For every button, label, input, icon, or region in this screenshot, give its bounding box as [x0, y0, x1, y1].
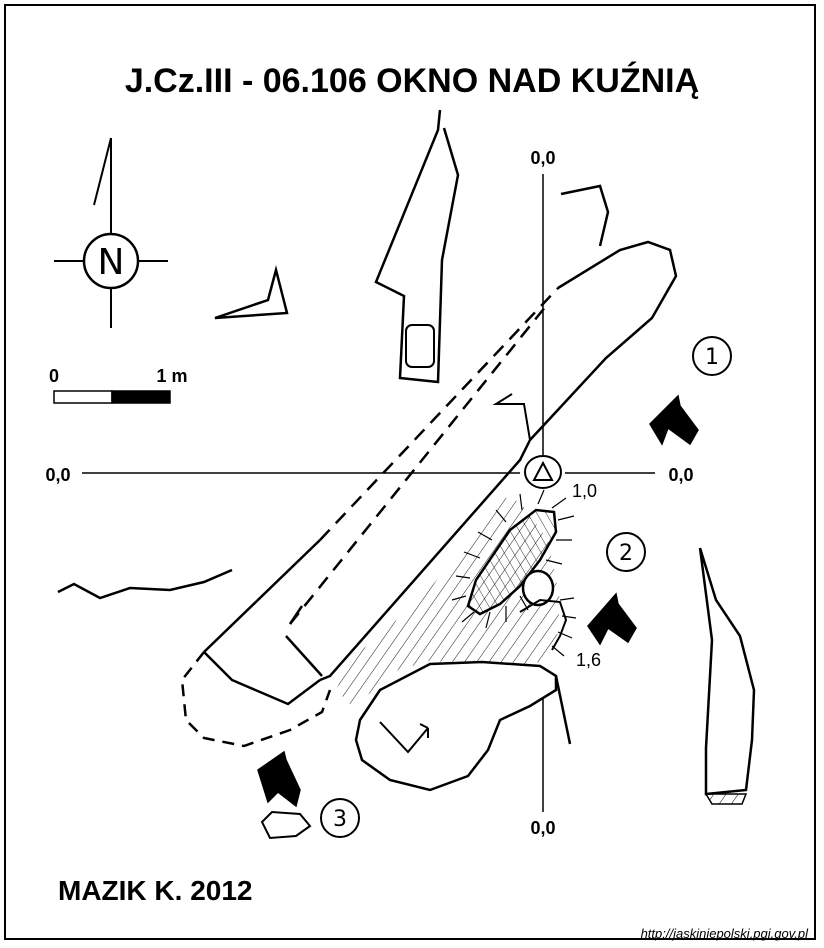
depth-label-2: 1,6 — [576, 650, 601, 670]
cliff-profile-top — [374, 109, 460, 384]
entrance-number-2: 2 — [619, 541, 633, 566]
cave-passage — [180, 240, 678, 748]
outer-wall-line — [57, 568, 233, 600]
depth-label-1: 1,0 — [572, 481, 597, 501]
author-credit: MAZIK K. 2012 — [58, 875, 253, 906]
scale-start-label: 0 — [49, 366, 59, 386]
scale-end-label: 1 m — [156, 366, 187, 386]
entrance-arrow-icon-3 — [257, 750, 301, 808]
entrance-number-1: 1 — [705, 345, 719, 370]
entrance-marker-3: 3 — [320, 798, 360, 838]
axis-label-left: 0,0 — [45, 465, 70, 485]
entrance-arrow-icon-1 — [649, 394, 699, 446]
small-rock-outline — [260, 810, 312, 840]
reference-axes — [82, 174, 655, 812]
cliff-profile-right — [698, 547, 756, 805]
axis-label-top: 0,0 — [530, 148, 555, 168]
lower-chamber — [354, 660, 572, 792]
map-title: J.Cz.III - 06.106 OKNO NAD KUŹNIĄ — [125, 62, 699, 100]
wall-outline — [560, 184, 610, 247]
entrance-arrow-icon-2 — [587, 592, 637, 646]
source-url: http://jaskiniepolski.pgi.gov.pl — [641, 926, 810, 941]
compass-label: N — [98, 242, 125, 283]
entrance-number-3: 3 — [333, 807, 347, 832]
scale-bar: 0 1 m — [49, 366, 188, 404]
entrance-marker-1: 1 — [692, 336, 732, 376]
axis-label-right: 0,0 — [668, 465, 693, 485]
rock-outline — [214, 265, 289, 320]
rock-slope-block — [451, 489, 577, 657]
compass-north-icon: N — [54, 137, 168, 328]
axis-label-bottom: 0,0 — [530, 818, 555, 838]
survey-station-triangle-icon — [524, 455, 562, 489]
entrance-marker-2: 2 — [606, 532, 646, 572]
